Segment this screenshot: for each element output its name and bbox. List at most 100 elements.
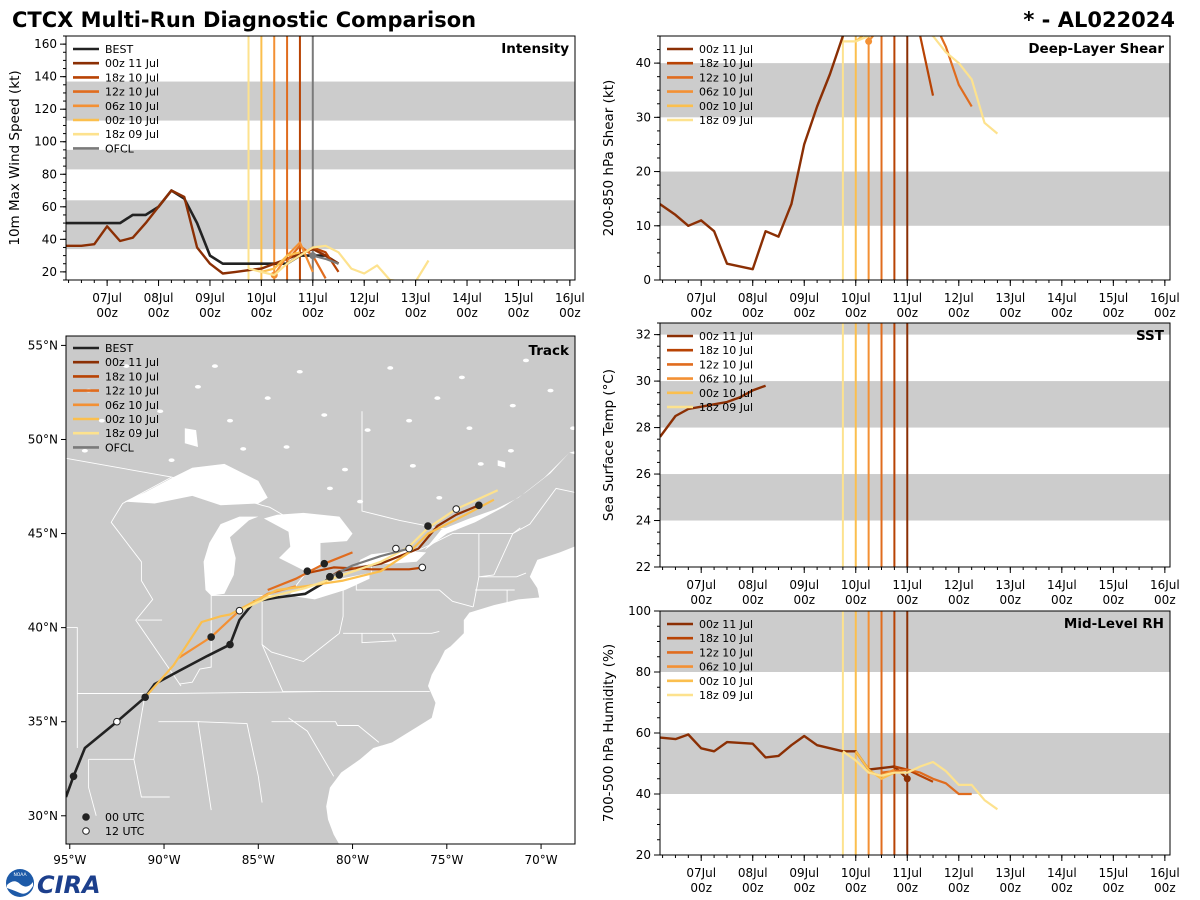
sst-legend-label-00z-11-jul: 00z 11 Jul xyxy=(699,330,753,343)
rh-legend-label-18z-09-jul: 18z 09 Jul xyxy=(699,689,753,702)
sst-x-tick-date: 12Jul xyxy=(944,578,974,592)
track-lat-label: 35°N xyxy=(28,715,58,729)
track-point-best xyxy=(113,717,121,726)
small-lake xyxy=(466,426,473,430)
small-lake xyxy=(168,458,175,462)
track-lon-label: 85°W xyxy=(242,853,275,867)
shear-x-tick-date: 10Jul xyxy=(841,291,871,305)
intensity-series-18z-09-jul xyxy=(248,244,430,280)
intensity-legend-label-18z-10-jul: 18z 10 Jul xyxy=(105,71,159,84)
shear-x-tick-hour: 00z xyxy=(1154,306,1176,320)
shear-x-tick-date: 08Jul xyxy=(738,291,768,305)
marker-legend-symbol xyxy=(82,813,90,821)
intensity-y-tick-label: 140 xyxy=(34,70,57,84)
track-ofcl xyxy=(329,547,410,578)
small-lake xyxy=(434,396,441,400)
intensity-x-tick-hour: 00z xyxy=(456,306,478,320)
rh-x-tick-hour: 00z xyxy=(690,881,712,895)
sst-plot-bg xyxy=(660,323,1170,567)
small-lake xyxy=(458,375,465,380)
rh-x-tick-hour: 00z xyxy=(793,881,815,895)
intensity-y-tick-label: 60 xyxy=(42,200,57,214)
rh-x-tick-hour: 00z xyxy=(742,881,764,895)
intensity-y-tick-label: 160 xyxy=(34,37,57,51)
track-legend-label-18z-09-jul: 18z 09 Jul xyxy=(105,427,159,440)
shear-panel: 01020304007Jul00z08Jul00z09Jul00z10Jul00… xyxy=(601,35,1180,320)
shear-legend-label-06z-10-jul: 06z 10 Jul xyxy=(699,86,753,99)
state-border xyxy=(66,627,78,694)
st-lawrence-river xyxy=(424,452,570,551)
intensity-x-tick-date: 10Jul xyxy=(246,291,276,305)
intensity-legend-label-12z-10-jul: 12z 10 Jul xyxy=(105,86,159,99)
shear-x-tick-hour: 00z xyxy=(1051,306,1073,320)
lake-winnipeg xyxy=(0,374,42,432)
cira-logo: CIRA xyxy=(37,871,101,899)
shear-series-18z-09-jul xyxy=(842,36,999,135)
rh-legend-label-12z-10-jul: 12z 10 Jul xyxy=(699,646,753,659)
track-legend-label-00z-11-jul: 00z 11 Jul xyxy=(105,356,159,369)
sst-x-tick-hour: 00z xyxy=(793,593,815,607)
shear-x-tick-hour: 00z xyxy=(948,306,970,320)
state-border xyxy=(271,721,380,743)
rh-series-12z-10-jul xyxy=(881,768,972,796)
intensity-series-06z-10-jul xyxy=(273,241,314,276)
track-point-18z-09-jul xyxy=(392,544,400,553)
intensity-x-tick-date: 09Jul xyxy=(195,291,225,305)
track-map-area xyxy=(0,336,575,844)
gulf-st-lawrence xyxy=(569,451,575,455)
sst-y-tick-label: 22 xyxy=(636,560,651,574)
sst-plot-area xyxy=(660,323,1170,567)
rh-y-tick-label: 80 xyxy=(636,665,651,679)
intensity-series-00z-11-jul xyxy=(66,189,340,275)
shear-x-tick-date: 07Jul xyxy=(686,291,716,305)
rh-y-tick-label: 20 xyxy=(636,848,651,862)
rh-plot-area xyxy=(660,611,1170,855)
rh-legend-label-00z-10-jul: 00z 10 Jul xyxy=(699,675,753,688)
rh-legend-label-06z-10-jul: 06z 10 Jul xyxy=(699,661,753,674)
track-legend-label-12z-10-jul: 12z 10 Jul xyxy=(105,385,159,398)
track-legend-label-06z-10-jul: 06z 10 Jul xyxy=(105,399,159,412)
small-lake xyxy=(264,396,271,400)
intensity-y-tick-label: 100 xyxy=(34,135,57,149)
track-lat-label: 45°N xyxy=(28,527,58,541)
sst-x-tick-hour: 00z xyxy=(845,593,867,607)
rh-x-tick-hour: 00z xyxy=(1051,881,1073,895)
rh-panel-title: Mid-Level RH xyxy=(1064,616,1164,632)
sst-shaded-band xyxy=(660,474,1170,521)
intensity-x-tick-date: 08Jul xyxy=(144,291,174,305)
sst-panel: 22242628303207Jul00z08Jul00z09Jul00z10Ju… xyxy=(601,322,1180,607)
intensity-legend-label-best: BEST xyxy=(105,43,133,56)
rh-y-tick-label: 40 xyxy=(636,787,651,801)
rh-panel: 2040608010007Jul00z08Jul00z09Jul00z10Jul… xyxy=(601,604,1180,895)
shear-x-tick-date: 16Jul xyxy=(1150,291,1180,305)
small-lake xyxy=(364,428,371,432)
track-point-00z-10-jul xyxy=(141,693,149,702)
intensity-y-tick-label: 80 xyxy=(42,167,57,181)
shear-y-axis-label: 200-850 hPa Shear (kt) xyxy=(601,80,617,237)
state-border xyxy=(288,717,335,777)
sst-x-tick-hour: 00z xyxy=(1154,593,1176,607)
shear-y-tick-label: 10 xyxy=(636,219,651,233)
state-border xyxy=(361,633,397,644)
shear-legend-label-18z-09-jul: 18z 09 Jul xyxy=(699,114,753,127)
shear-marker-06z-10-jul xyxy=(865,37,873,45)
intensity-x-tick-date: 12Jul xyxy=(349,291,379,305)
track-legend-label-ofcl: OFCL xyxy=(105,441,135,454)
track-lat-label: 55°N xyxy=(28,338,58,352)
sst-x-tick-hour: 00z xyxy=(742,593,764,607)
intensity-legend-label-ofcl: OFCL xyxy=(105,142,135,155)
state-border xyxy=(361,411,457,531)
shear-x-tick-date: 11Jul xyxy=(892,291,922,305)
rh-shaded-band xyxy=(660,611,1170,672)
intensity-x-tick-date: 16Jul xyxy=(555,291,585,305)
sst-y-tick-label: 28 xyxy=(636,421,651,435)
lake-huron xyxy=(263,512,353,572)
shear-legend-label-00z-10-jul: 00z 10 Jul xyxy=(699,100,753,113)
figure-title: CTCX Multi-Run Diagnostic Comparison xyxy=(12,8,476,32)
sst-x-tick-hour: 00z xyxy=(948,593,970,607)
state-border xyxy=(343,630,440,634)
track-point-best xyxy=(69,772,78,781)
rh-y-tick-label: 100 xyxy=(628,604,651,618)
track-lat-label: 40°N xyxy=(28,621,58,635)
